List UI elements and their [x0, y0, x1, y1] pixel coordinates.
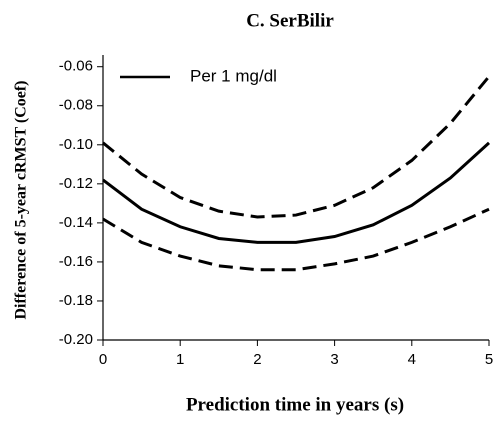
x-tick-label: 0 [99, 351, 107, 368]
chart-title: C. SerBilir [246, 10, 334, 31]
y-tick-label: -0.10 [59, 136, 93, 153]
x-axis-label: Prediction time in years (s) [186, 394, 404, 415]
y-tick-label: -0.16 [59, 253, 93, 270]
y-tick-label: -0.08 [59, 97, 93, 114]
x-tick-label: 4 [408, 351, 416, 368]
series-line [102, 75, 491, 219]
series-line [102, 141, 491, 244]
y-tick-label: -0.18 [59, 292, 93, 309]
legend-label: Per 1 mg/dl [190, 66, 277, 85]
y-axis-label: Difference of 5-year cRMST (Coef) [13, 80, 30, 319]
x-tick-label: 3 [330, 351, 338, 368]
y-tick-label: -0.20 [59, 331, 93, 348]
y-tick-label: -0.06 [59, 58, 93, 75]
y-tick-label: -0.12 [59, 175, 93, 192]
x-tick-label: 1 [176, 351, 184, 368]
series-line [102, 207, 490, 272]
y-tick-label: -0.14 [59, 214, 93, 231]
x-tick-label: 5 [485, 351, 493, 368]
x-tick-label: 2 [253, 351, 261, 368]
